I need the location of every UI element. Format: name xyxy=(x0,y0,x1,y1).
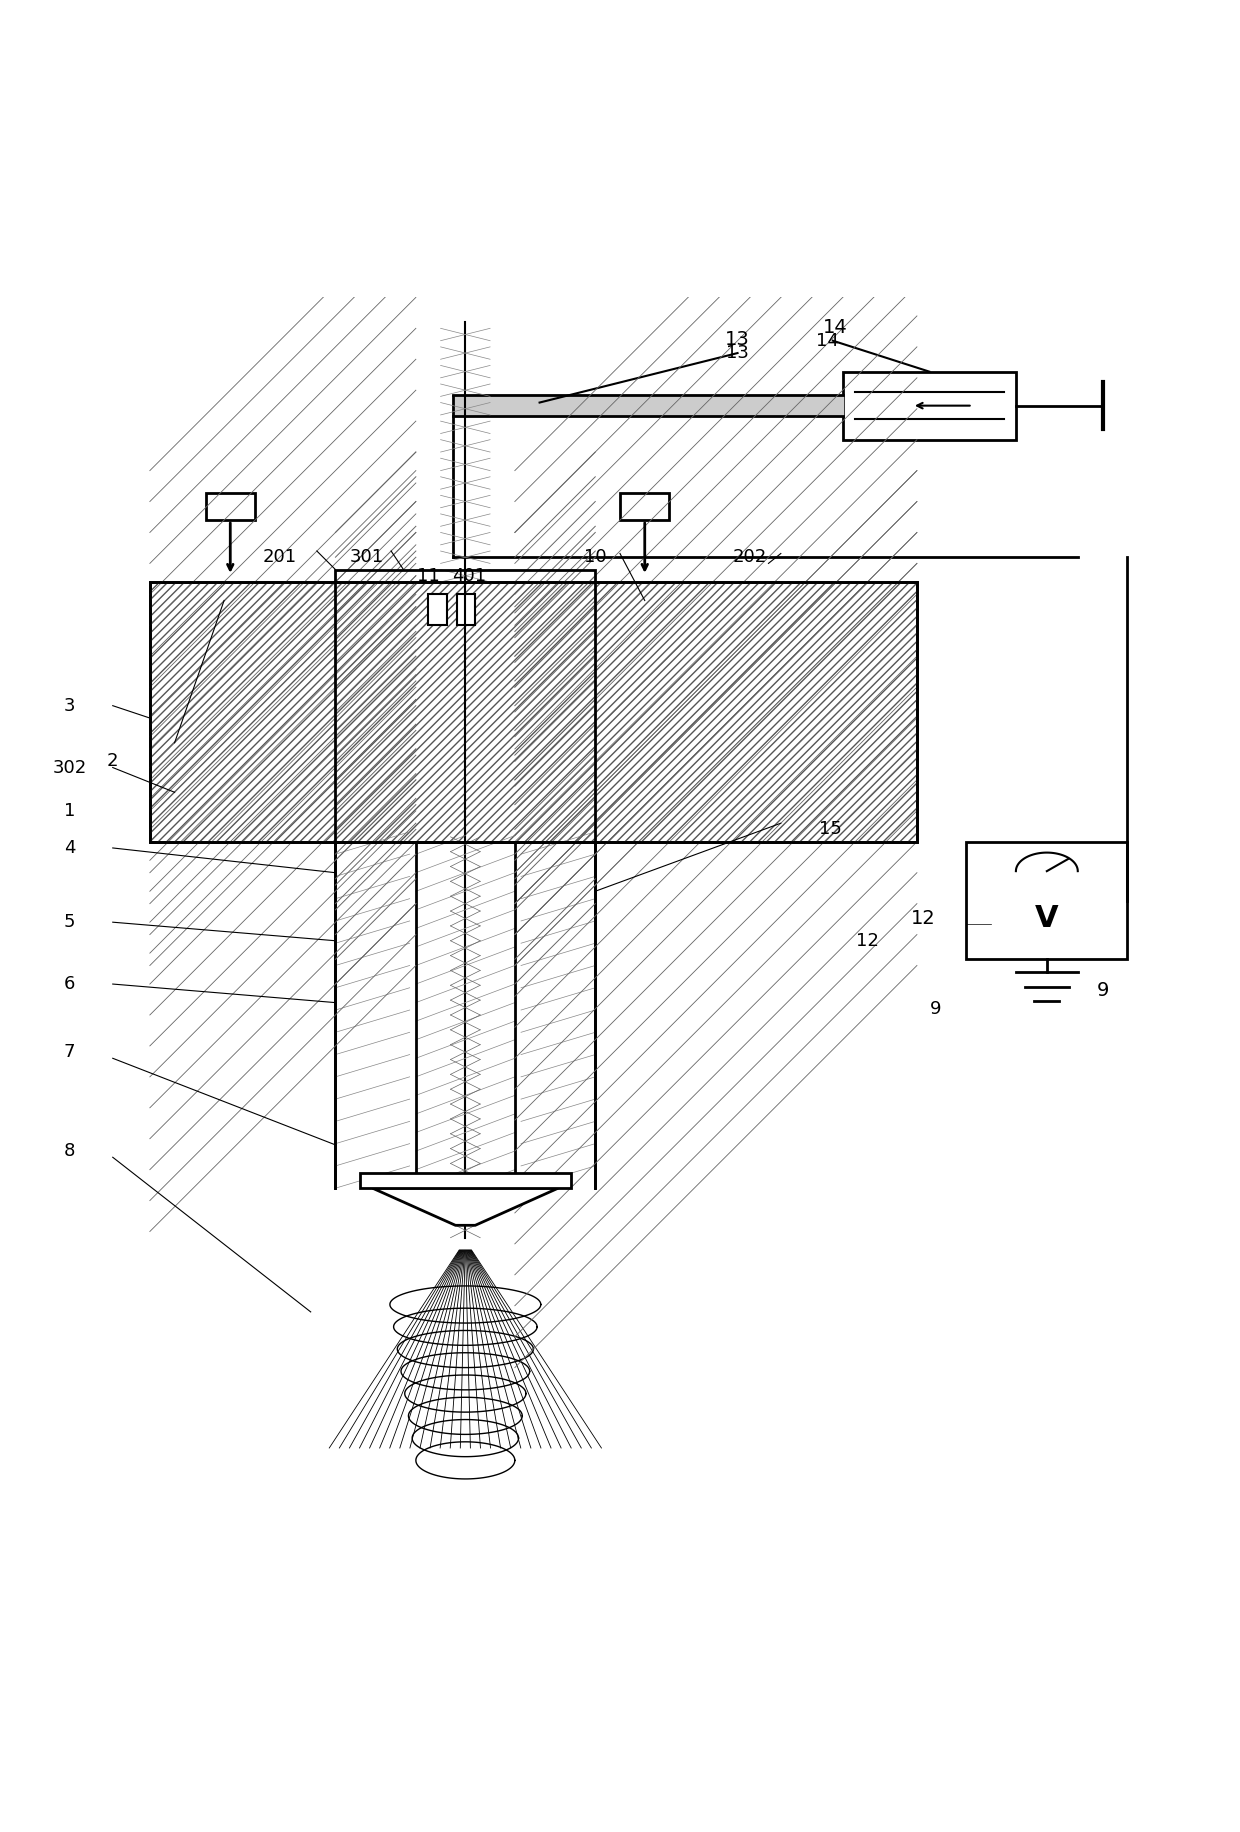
Text: V: V xyxy=(1035,903,1059,932)
Bar xyxy=(360,1172,570,1189)
Bar xyxy=(206,493,255,520)
Text: 15: 15 xyxy=(818,821,842,839)
Text: 401: 401 xyxy=(453,566,486,584)
Text: 201: 201 xyxy=(263,548,296,566)
Text: 1: 1 xyxy=(63,802,76,821)
Text: 6: 6 xyxy=(63,975,76,993)
Bar xyxy=(620,493,670,520)
Text: 12: 12 xyxy=(910,909,935,927)
Text: 12: 12 xyxy=(856,932,879,949)
Text: 8: 8 xyxy=(63,1141,76,1160)
Text: 9: 9 xyxy=(1096,980,1109,1000)
Text: 14: 14 xyxy=(816,332,839,350)
Text: 13: 13 xyxy=(727,344,749,363)
Text: 7: 7 xyxy=(63,1042,76,1061)
Text: 302: 302 xyxy=(52,758,87,777)
Bar xyxy=(966,841,1127,960)
Text: 301: 301 xyxy=(350,548,383,566)
Text: 14: 14 xyxy=(823,319,848,337)
Bar xyxy=(150,583,916,841)
Polygon shape xyxy=(372,1189,558,1226)
Text: 13: 13 xyxy=(725,330,750,350)
Text: 5: 5 xyxy=(63,912,76,931)
Text: 3: 3 xyxy=(63,696,76,714)
Bar xyxy=(336,570,595,841)
Bar xyxy=(428,594,446,625)
Bar xyxy=(843,372,1016,440)
Text: 4: 4 xyxy=(63,839,76,857)
Text: 202: 202 xyxy=(733,548,768,566)
Text: 9: 9 xyxy=(930,1000,941,1019)
Text: 2: 2 xyxy=(107,753,119,769)
Bar xyxy=(150,583,916,841)
Bar xyxy=(150,583,916,841)
Text: 11: 11 xyxy=(417,566,440,584)
Text: 10: 10 xyxy=(584,548,606,566)
Bar xyxy=(456,594,475,625)
